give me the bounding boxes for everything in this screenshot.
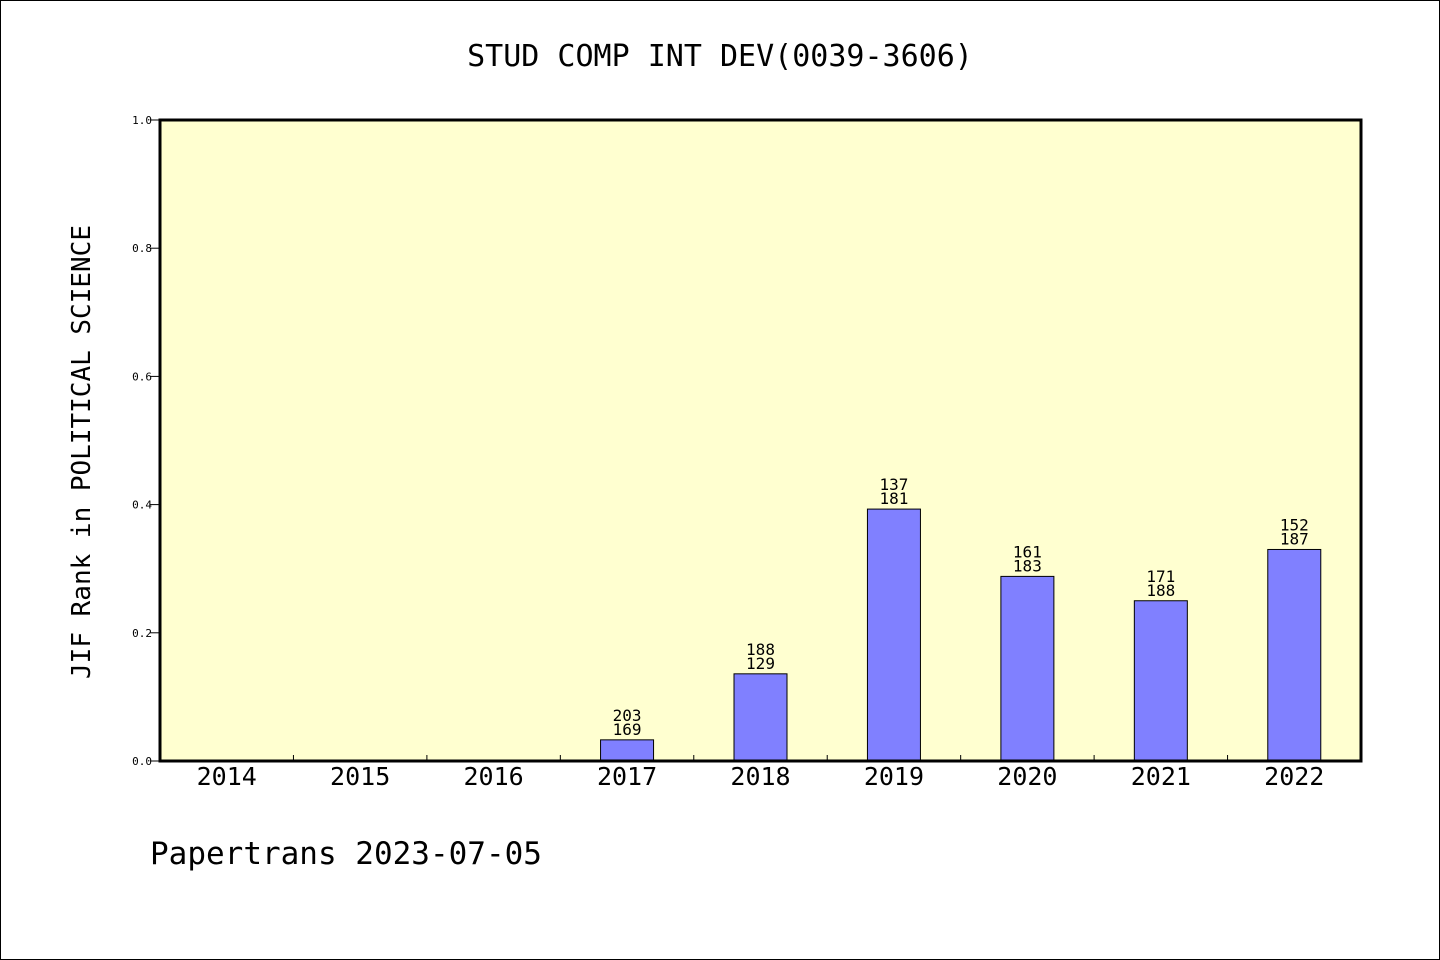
bar-2020 bbox=[1000, 575, 1055, 762]
x-tick-label-2017: 2017 bbox=[597, 762, 657, 791]
x-tick-label-2022: 2022 bbox=[1264, 762, 1324, 791]
bar-label-top-2022: 152 bbox=[1280, 515, 1309, 534]
x-tick-label-2014: 2014 bbox=[197, 762, 257, 791]
bar-label-top-2020: 161 bbox=[1013, 542, 1042, 561]
x-tick-label-2018: 2018 bbox=[730, 762, 790, 791]
y-tick-label-0.6: 0.6 bbox=[132, 370, 152, 383]
bar-2022 bbox=[1267, 548, 1322, 762]
footer-text: Papertrans 2023-07-05 bbox=[150, 836, 542, 872]
x-tick-label-2016: 2016 bbox=[464, 762, 524, 791]
bar-label-bottom-2021: 188 bbox=[1146, 581, 1175, 600]
bar-label-top-2018: 188 bbox=[746, 640, 775, 659]
y-tick-label-0.4: 0.4 bbox=[132, 499, 152, 512]
bar-label-bottom-2022: 187 bbox=[1280, 529, 1309, 548]
bar-label-top-2019: 137 bbox=[879, 475, 908, 494]
y-tick-label-1.0: 1.0 bbox=[132, 114, 152, 127]
y-axis-label: JIF Rank in POLITICAL SCIENCE bbox=[67, 225, 97, 679]
bar-2017 bbox=[600, 739, 655, 762]
chart-title: STUD COMP INT DEV(0039-3606) bbox=[467, 39, 973, 74]
bar-label-bottom-2019: 181 bbox=[879, 489, 908, 508]
plot-border bbox=[158, 118, 1363, 763]
x-tick-label-2020: 2020 bbox=[997, 762, 1057, 791]
y-tick-label-0.0: 0.0 bbox=[132, 755, 152, 768]
bar-label-bottom-2018: 129 bbox=[746, 654, 775, 673]
bar-label-bottom-2020: 183 bbox=[1013, 556, 1042, 575]
bar-label-top-2021: 171 bbox=[1146, 567, 1175, 586]
x-tick-label-2019: 2019 bbox=[864, 762, 924, 791]
y-tick-label-0.8: 0.8 bbox=[132, 242, 152, 255]
bar-label-top-2017: 203 bbox=[613, 706, 642, 725]
x-tick-label-2015: 2015 bbox=[330, 762, 390, 791]
bar-2021 bbox=[1133, 600, 1188, 762]
bar-2019 bbox=[866, 508, 921, 762]
x-tick-label-2021: 2021 bbox=[1131, 762, 1191, 791]
y-tick-label-0.2: 0.2 bbox=[132, 627, 152, 640]
bar-label-bottom-2017: 169 bbox=[613, 720, 642, 739]
bar-2018 bbox=[733, 673, 788, 762]
